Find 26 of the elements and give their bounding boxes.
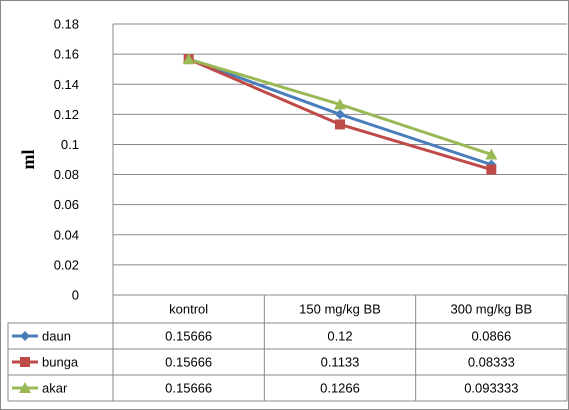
data-label: 0.093333 — [464, 380, 518, 396]
data-label: 0.15666 — [165, 354, 212, 370]
y-tick-label: 0.18 — [54, 16, 79, 32]
data-label: 0.0866 — [471, 328, 512, 344]
y-tick-label: 0.14 — [54, 76, 79, 92]
x-tick-label: 300 mg/kg BB — [450, 302, 532, 317]
x-tick-label: 150 mg/kg BB — [299, 302, 381, 317]
x-tick-label: kontrol — [169, 302, 208, 317]
data-label: 0.15666 — [165, 328, 212, 344]
y-tick-label: 0 — [72, 288, 79, 303]
y-tick-label: 0.1 — [60, 136, 79, 152]
y-axis-title: ml — [18, 150, 38, 170]
y-tick-label: 0.02 — [54, 257, 79, 272]
legend-label: bunga — [42, 354, 79, 370]
y-tick-label: 0.08 — [54, 167, 79, 182]
legend-label: akar — [42, 380, 68, 396]
data-label: 0.15666 — [165, 380, 212, 396]
data-label: 0.08333 — [468, 354, 515, 370]
data-label: 0.12 — [327, 328, 353, 344]
legend-label: daun — [42, 328, 71, 344]
y-tick-label: 0.12 — [54, 106, 79, 122]
y-tick-label: 0.16 — [54, 46, 79, 62]
y-tick-label: 0.04 — [54, 227, 79, 242]
data-label: 0.1133 — [320, 354, 360, 370]
data-label: 0.1266 — [320, 380, 360, 396]
y-tick-label: 0.06 — [54, 197, 79, 212]
